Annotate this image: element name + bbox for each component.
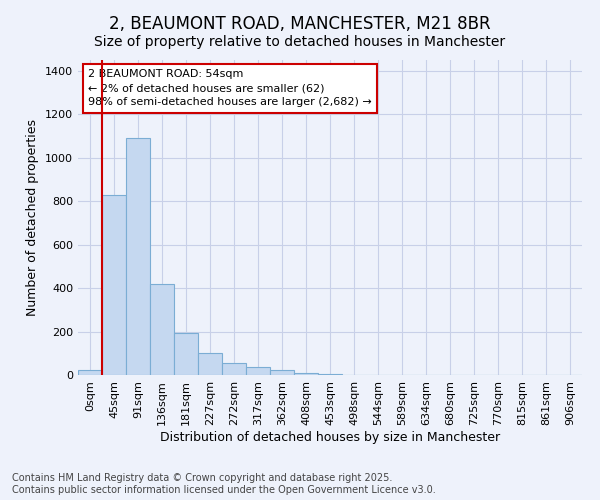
Bar xyxy=(174,332,198,375)
Bar xyxy=(126,138,150,375)
Bar xyxy=(246,368,270,375)
Bar xyxy=(222,363,246,375)
Text: 2, BEAUMONT ROAD, MANCHESTER, M21 8BR: 2, BEAUMONT ROAD, MANCHESTER, M21 8BR xyxy=(109,15,491,33)
Text: Contains HM Land Registry data © Crown copyright and database right 2025.
Contai: Contains HM Land Registry data © Crown c… xyxy=(12,474,436,495)
Bar xyxy=(270,370,294,375)
Bar xyxy=(318,374,342,375)
Text: Size of property relative to detached houses in Manchester: Size of property relative to detached ho… xyxy=(94,35,506,49)
Bar xyxy=(294,373,318,375)
Y-axis label: Number of detached properties: Number of detached properties xyxy=(26,119,40,316)
X-axis label: Distribution of detached houses by size in Manchester: Distribution of detached houses by size … xyxy=(160,430,500,444)
Text: 2 BEAUMONT ROAD: 54sqm
← 2% of detached houses are smaller (62)
98% of semi-deta: 2 BEAUMONT ROAD: 54sqm ← 2% of detached … xyxy=(88,70,372,108)
Bar xyxy=(102,194,126,375)
Bar xyxy=(198,354,222,375)
Bar xyxy=(78,370,102,375)
Bar xyxy=(150,284,174,375)
